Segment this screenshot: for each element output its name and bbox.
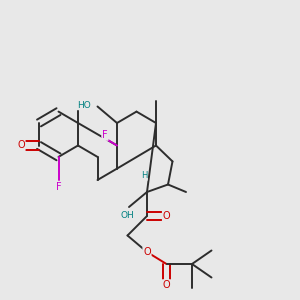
- Text: O: O: [163, 280, 170, 290]
- Text: OH: OH: [121, 212, 134, 220]
- Text: O: O: [163, 211, 170, 221]
- Text: HO: HO: [77, 100, 91, 109]
- Text: O: O: [143, 247, 151, 257]
- Text: H: H: [141, 171, 147, 180]
- Text: F: F: [102, 130, 108, 140]
- Text: F: F: [56, 182, 61, 193]
- Text: O: O: [17, 140, 25, 151]
